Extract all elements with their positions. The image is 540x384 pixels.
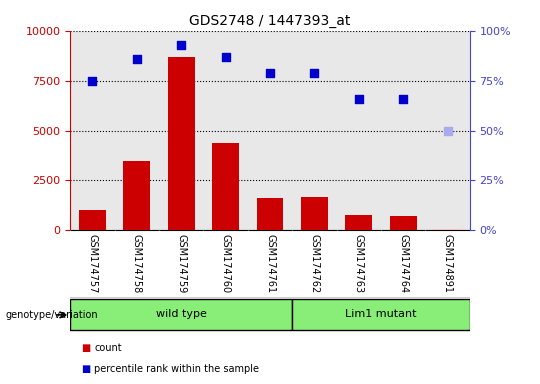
Bar: [124, 161, 150, 230]
Bar: [212, 142, 239, 230]
Text: GSM174891: GSM174891: [443, 234, 453, 293]
Text: GSM174761: GSM174761: [265, 234, 275, 293]
Text: GSM174760: GSM174760: [221, 234, 231, 293]
Text: Lim1 mutant: Lim1 mutant: [345, 309, 417, 319]
Text: GSM174762: GSM174762: [309, 234, 319, 293]
Bar: [390, 217, 416, 230]
Point: [399, 96, 408, 102]
Bar: [256, 199, 284, 230]
Bar: [434, 229, 461, 230]
Text: percentile rank within the sample: percentile rank within the sample: [94, 364, 260, 374]
Point: [354, 96, 363, 102]
Text: GSM174758: GSM174758: [132, 234, 142, 293]
Bar: [168, 57, 194, 230]
Title: GDS2748 / 1447393_at: GDS2748 / 1447393_at: [190, 14, 350, 28]
Text: ■: ■: [81, 343, 90, 353]
Text: GSM174757: GSM174757: [87, 234, 97, 293]
Bar: [292, 300, 470, 330]
Text: ■: ■: [81, 364, 90, 374]
Point: [266, 70, 274, 76]
Text: GSM174764: GSM174764: [398, 234, 408, 293]
Text: GSM174763: GSM174763: [354, 234, 364, 293]
Bar: [301, 197, 328, 230]
Text: genotype/variation: genotype/variation: [5, 310, 98, 320]
Bar: [346, 215, 372, 230]
Point: [310, 70, 319, 76]
Text: wild type: wild type: [156, 309, 207, 319]
Text: count: count: [94, 343, 122, 353]
Point: [88, 78, 97, 84]
Point: [443, 127, 452, 134]
Point: [177, 41, 186, 48]
Text: GSM174759: GSM174759: [176, 234, 186, 293]
Bar: [70, 300, 292, 330]
Point: [132, 56, 141, 62]
Bar: [79, 210, 106, 230]
Point: [221, 54, 230, 60]
